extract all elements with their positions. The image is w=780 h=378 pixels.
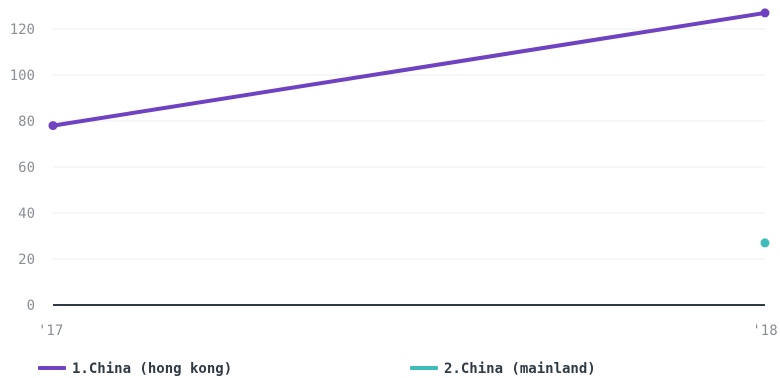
gridlines [53,28,765,260]
y-tick-label: 120 [10,22,35,38]
y-axis-ticks: 0 20 40 60 80 100 120 [10,22,35,314]
legend-item[interactable]: 2.China (mainland) [410,361,596,377]
legend-label: 1.China (hong kong) [72,361,232,377]
legend-swatch [410,366,438,370]
y-tick-label: 100 [10,68,35,84]
x-tick-label: '18 [752,323,777,339]
data-point[interactable] [48,121,58,131]
y-tick-label: 80 [18,114,35,130]
data-point[interactable] [760,8,770,18]
y-tick-label: 40 [18,206,35,222]
y-tick-label: 0 [27,298,35,314]
legend[interactable]: 1.China (hong kong) 2.China (mainland) [38,361,596,377]
x-tick-label: '17 [38,323,63,339]
legend-item[interactable]: 1.China (hong kong) [38,361,232,377]
series-2 [760,238,770,248]
series-1 [48,8,770,131]
series [48,8,770,248]
legend-swatch [38,366,66,370]
y-tick-label: 20 [18,252,35,268]
x-axis-ticks: '17 '18 [38,323,778,339]
series-line [51,10,767,128]
y-tick-label: 60 [18,160,35,176]
legend-label: 2.China (mainland) [444,361,596,377]
data-point[interactable] [760,238,770,248]
